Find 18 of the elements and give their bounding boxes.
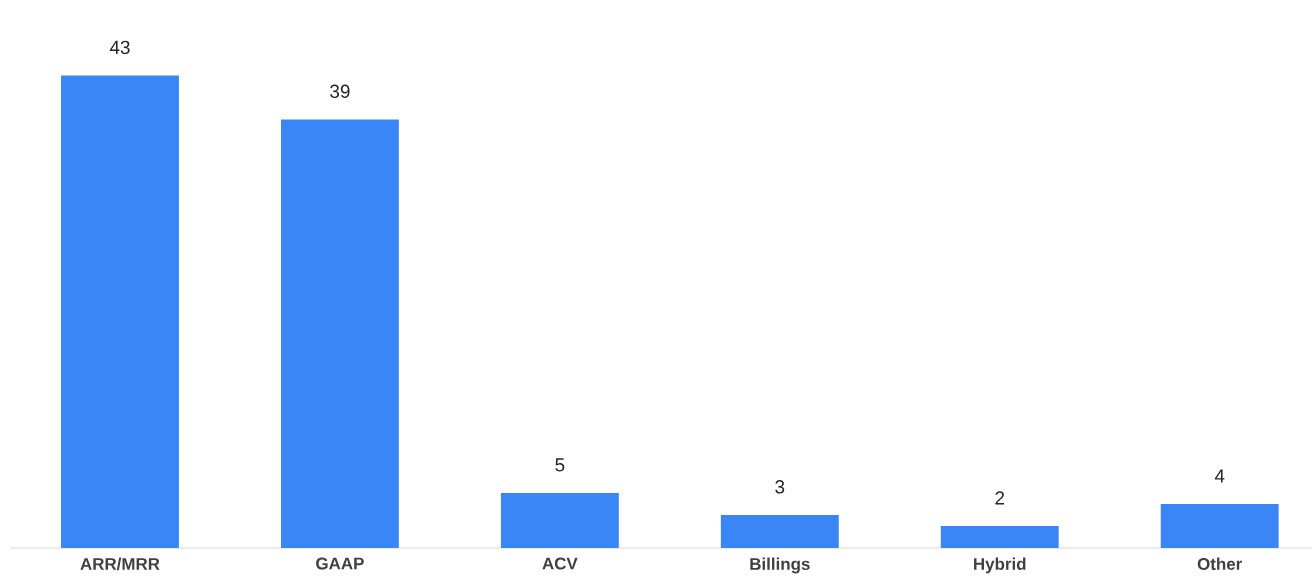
data-label: 39 [330, 84, 350, 99]
x-tick-label: ACV [542, 557, 578, 570]
data-label: 5 [555, 458, 565, 472]
data-label: 3 [775, 480, 785, 494]
bar [1160, 504, 1279, 548]
data-label: 43 [109, 40, 130, 55]
x-tick-label: Other [1197, 557, 1243, 570]
x-tick-label: Hybrid [974, 557, 1026, 574]
bar [61, 75, 179, 548]
x-tick-label: Billings [750, 557, 810, 574]
data-label: 4 [1214, 469, 1225, 483]
x-tick-label: GAAP [316, 557, 364, 570]
bar [940, 526, 1059, 548]
data-label: 2 [995, 491, 1005, 505]
bar [720, 515, 839, 548]
x-tick-label: ARR/MRR [80, 557, 160, 571]
bar [280, 119, 399, 548]
bar [500, 493, 619, 548]
